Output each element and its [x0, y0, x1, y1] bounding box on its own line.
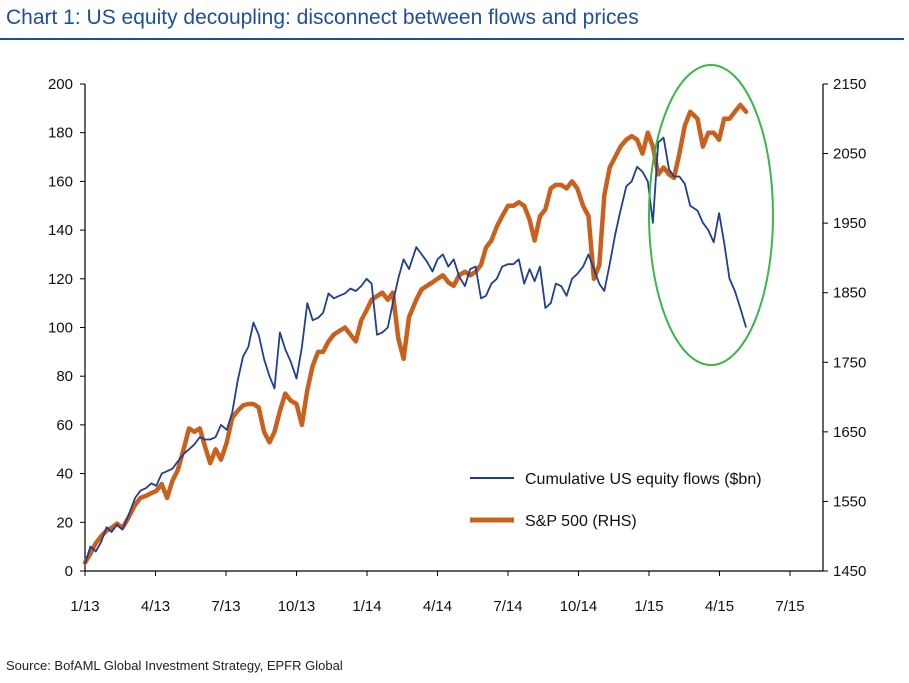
left-tick-label: 0 [65, 563, 73, 580]
right-axis-ticks: 1450 1550 1650 1750 1850 1950 2050 2150 [823, 76, 866, 580]
legend: Cumulative US equity flows ($bn) S&P 500… [470, 471, 762, 530]
left-tick-label: 200 [48, 76, 73, 93]
right-tick-label: 1950 [833, 215, 866, 232]
x-tick-label: 4/15 [705, 598, 734, 615]
x-tick-label: 4/13 [141, 598, 170, 615]
series-line-flows [84, 136, 747, 564]
x-tick-label: 7/15 [775, 598, 804, 615]
left-tick-label: 80 [56, 368, 73, 385]
divergence-highlight-ellipse [648, 64, 774, 366]
axes [84, 84, 824, 572]
right-tick-label: 2050 [833, 146, 866, 163]
left-tick-label: 120 [48, 271, 73, 288]
x-tick-label: 7/13 [211, 598, 240, 615]
left-tick-label: 20 [56, 514, 73, 531]
x-tick-label: 1/15 [634, 598, 663, 615]
x-tick-label: 10/13 [278, 598, 316, 615]
legend-label-flows: Cumulative US equity flows ($bn) [525, 471, 762, 488]
legend-label-sp500: S&P 500 (RHS) [525, 513, 637, 530]
series-line-sp500 [82, 102, 749, 565]
right-tick-label: 1850 [833, 285, 866, 302]
left-tick-label: 100 [48, 320, 73, 337]
left-tick-label: 140 [48, 222, 73, 239]
left-axis-ticks: 0 20 40 60 80 100 120 140 160 180 200 [48, 76, 85, 580]
left-tick-label: 40 [56, 466, 73, 483]
x-axis-ticks: 1/13 4/13 7/13 10/13 1/14 4/14 7/14 10/14 1/15 4/… [70, 571, 805, 615]
chart-title: Chart 1: US equity decoupling: disconnec… [6, 6, 639, 29]
x-tick-label: 1/13 [70, 598, 99, 615]
right-tick-label: 2150 [833, 76, 866, 93]
right-tick-label: 1550 [833, 493, 866, 510]
x-tick-label: 1/14 [352, 598, 381, 615]
x-tick-label: 10/14 [560, 598, 598, 615]
x-tick-label: 7/14 [493, 598, 522, 615]
source-note: Source: BofAML Global Investment Strateg… [6, 658, 343, 673]
right-tick-label: 1750 [833, 354, 866, 371]
right-tick-label: 1650 [833, 424, 866, 441]
left-tick-label: 60 [56, 417, 73, 434]
title-underline [0, 38, 904, 40]
left-tick-label: 180 [48, 125, 73, 142]
left-tick-label: 160 [48, 173, 73, 190]
right-tick-label: 1450 [833, 563, 866, 580]
x-tick-label: 4/14 [423, 598, 452, 615]
